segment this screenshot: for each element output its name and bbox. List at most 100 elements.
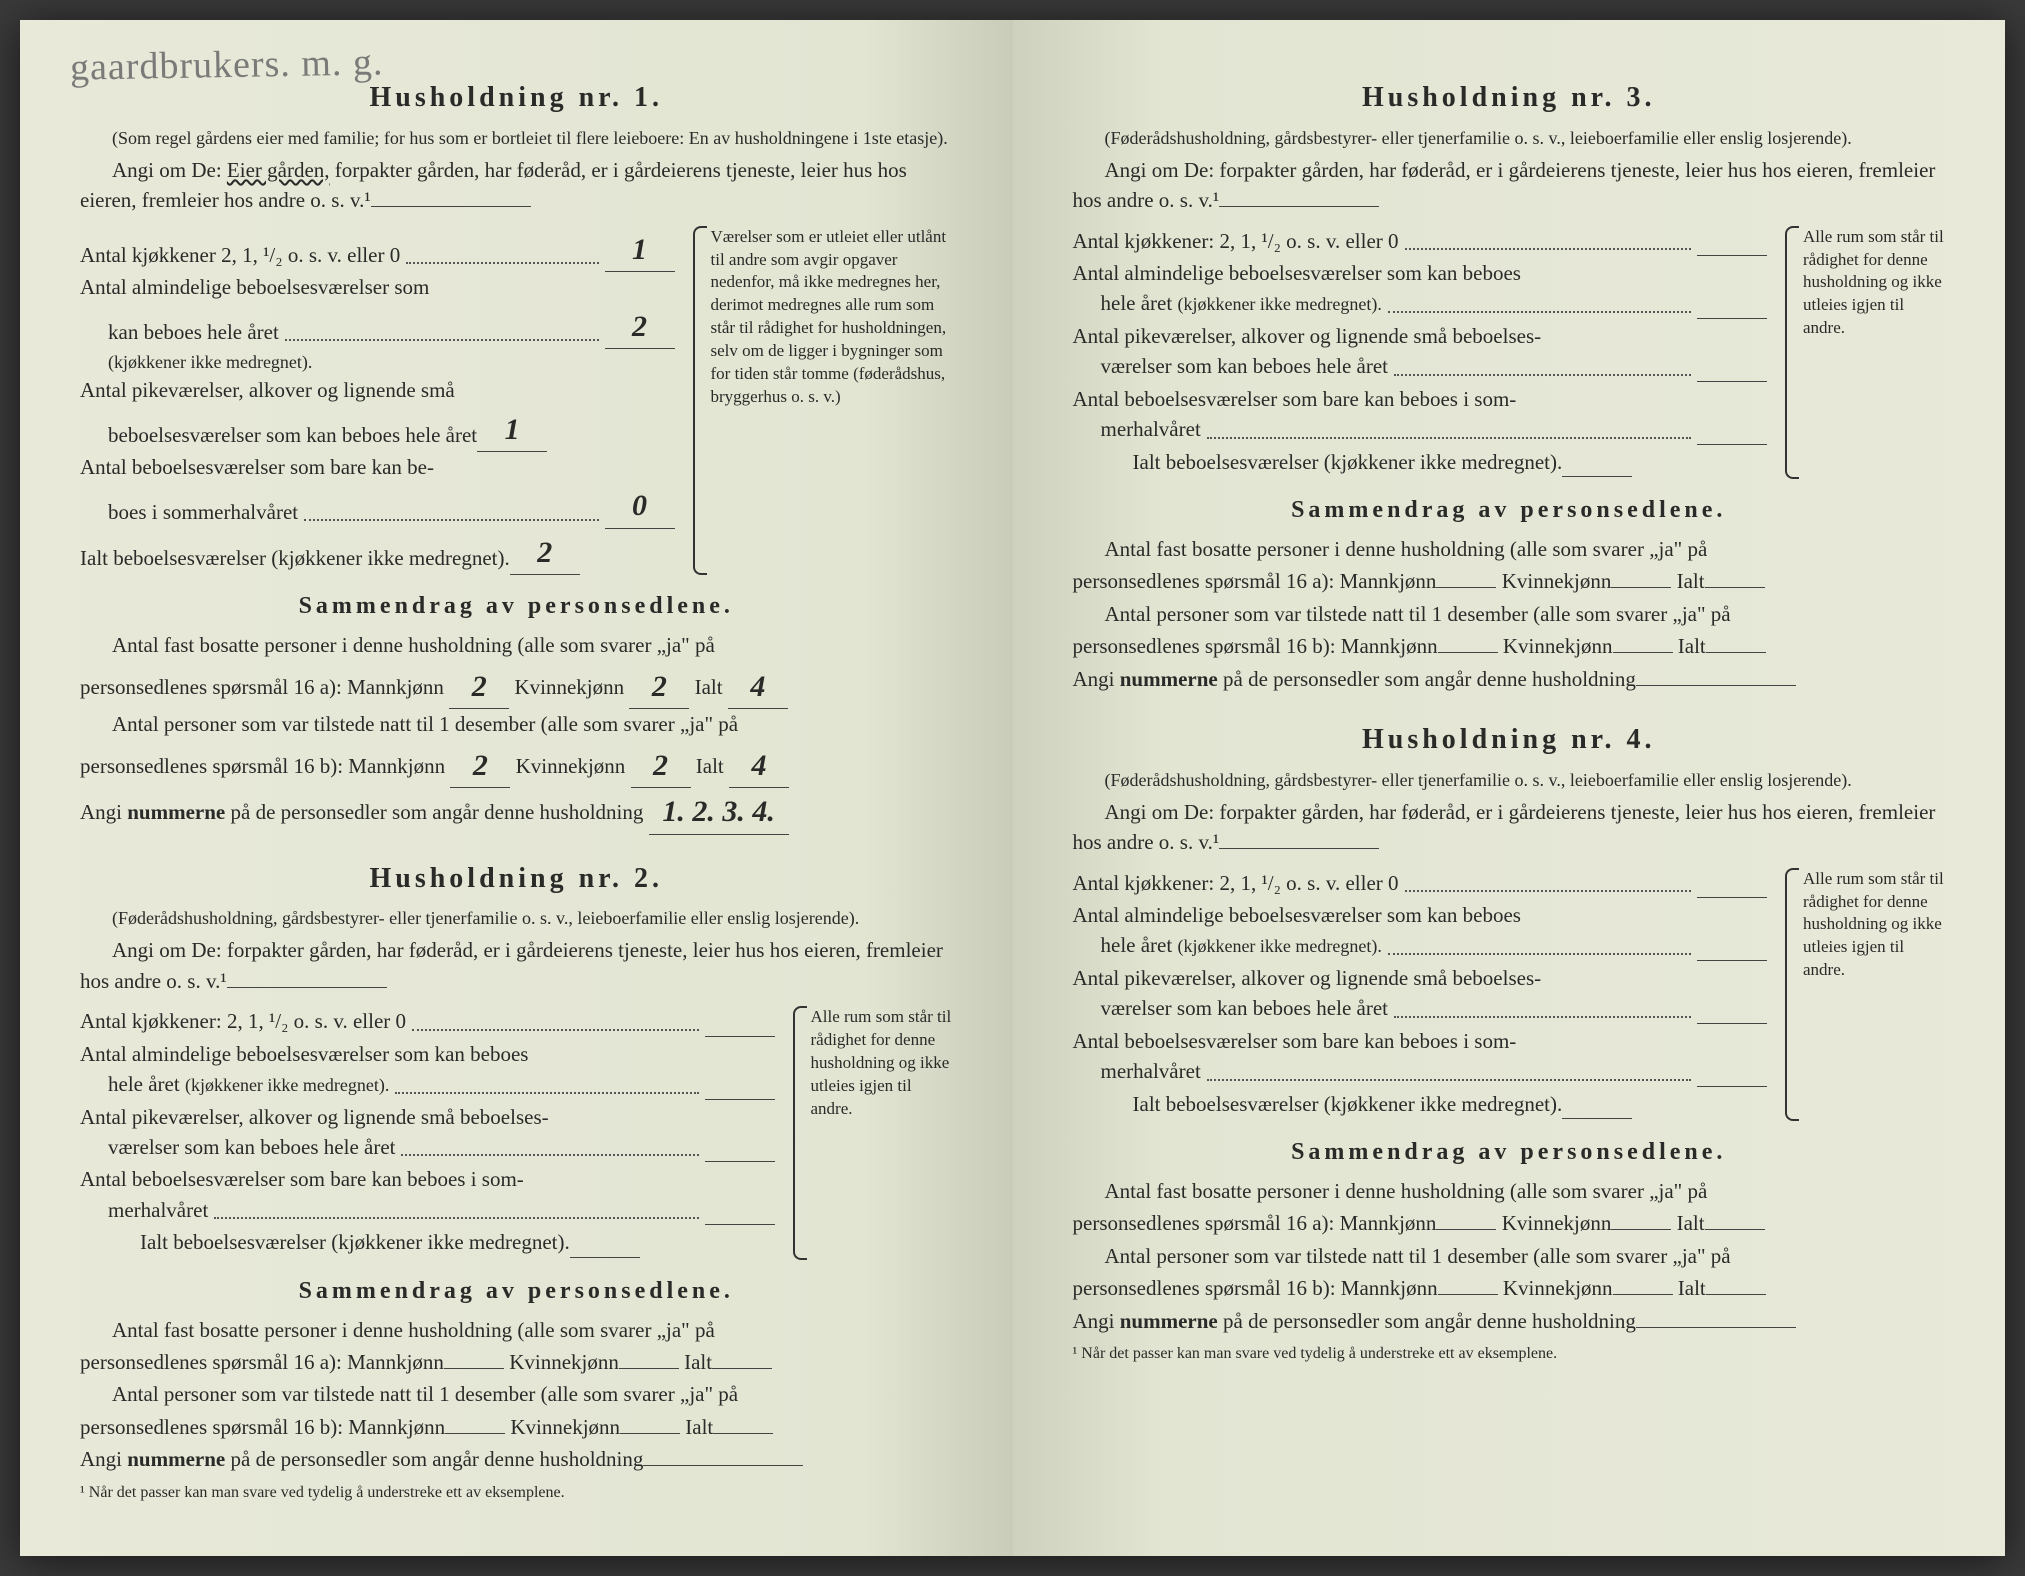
f [1436, 587, 1496, 588]
l: personsedlenes spørsmål 16 a): Mannkjønn [1073, 1211, 1437, 1235]
h2-angi: Angi om De: forpakter gården, har føderå… [80, 935, 953, 996]
side-text: Værelser som er utleiet eller utlånt til… [711, 227, 947, 407]
brace-icon [793, 1006, 807, 1260]
rooms-list: Antal kjøkkener: 2, 1, ¹/₂ o. s. v. elle… [1073, 226, 1768, 480]
f [1219, 206, 1379, 207]
s3-pre: Angi nummerne på de personsedler som ang… [80, 1447, 643, 1471]
handwritten-annotation: gaardbrukers. m. g. [70, 35, 384, 96]
t: Angi om De: forpakter gården, har føderå… [1073, 800, 1936, 854]
footnote-left: ¹ Når det passer kan man svare ved tydel… [80, 1481, 953, 1504]
right-page: Husholdning nr. 3. (Føderådshusholdning,… [1013, 20, 2006, 1556]
f [1438, 1294, 1498, 1295]
r3b: værelser som kan beboes hele året [108, 1132, 395, 1162]
r3b: værelser som kan beboes hele året [1101, 351, 1388, 381]
h4s1a: Antal fast bosatte personer i denne hush… [1073, 1176, 1946, 1206]
rooms-side-note: Alle rum som står til rådighet for denne… [793, 1006, 953, 1260]
t: Angi om De: forpakter gården, har føderå… [1073, 158, 1936, 212]
h4s2a: Antal personer som var tilstede natt til… [1073, 1241, 1946, 1271]
n: (kjøkkener ikke medregnet). [1177, 294, 1381, 314]
r5: Ialt beboelsesværelser (kjøkkener ikke m… [1133, 1089, 1563, 1119]
r2b-t: hele året [108, 1072, 180, 1096]
h1-rooms: Antal kjøkkener 2, 1, ¹/₂ o. s. v. eller… [80, 226, 953, 576]
r4v: 0 [605, 484, 675, 529]
fill [227, 987, 387, 988]
h4-note: (Føderådshusholdning, gårdsbestyrer- ell… [1073, 767, 1946, 793]
r3b: beboelsesværelser som kan beboes hele år… [108, 420, 477, 450]
r4b: merhalvåret [1101, 1056, 1201, 1086]
h3s1b: personsedlenes spørsmål 16 a): Mannkjønn… [1073, 566, 1946, 596]
f [1611, 587, 1671, 588]
r2a: Antal almindelige beboelsesværelser som … [1073, 258, 1768, 288]
footnote-right: ¹ Når det passer kan man svare ved tydel… [1073, 1342, 1946, 1365]
r4a: Antal beboelsesværelser som bare kan beb… [1073, 1026, 1768, 1056]
h3s2a: Antal personer som var tilstede natt til… [1073, 599, 1946, 629]
ialt2: Ialt [696, 754, 724, 778]
v [1562, 476, 1632, 477]
v [1697, 318, 1767, 319]
f [1436, 1229, 1496, 1230]
r2b: hele året (kjøkkener ikke medregnet). [1101, 288, 1382, 318]
h4-angi: Angi om De: forpakter gården, har føderå… [1073, 797, 1946, 858]
r2a: Antal almindelige beboelsesværelser som … [80, 1039, 775, 1069]
left-page: gaardbrukers. m. g. Husholdning nr. 1. (… [20, 20, 1013, 1556]
r2b: kan beboes hele året [108, 317, 279, 347]
f [1706, 652, 1766, 653]
h3s2b: personsedlenes spørsmål 16 b): Mannkjønn… [1073, 631, 1946, 661]
k1: 2 [629, 665, 689, 710]
h4s2b: personsedlenes spørsmål 16 b): Mannkjønn… [1073, 1273, 1946, 1303]
nums: 1. 2. 3. 4. [649, 790, 789, 835]
l: Ialt [685, 1415, 713, 1439]
f [620, 1433, 680, 1434]
l: personsedlenes spørsmål 16 b): Mannkjønn [1073, 1276, 1438, 1300]
r4b: boes i sommerhalvåret [108, 497, 298, 527]
r3b: værelser som kan beboes hele året [1101, 993, 1388, 1023]
v [1697, 960, 1767, 961]
n: (kjøkkener ikke medregnet). [1177, 936, 1381, 956]
f [619, 1368, 679, 1369]
s3-pre: Angi nummerne på de personsedler som ang… [1073, 1309, 1636, 1333]
side-text: Alle rum som står til rådighet for denne… [1803, 869, 1944, 980]
document-spread: gaardbrukers. m. g. Husholdning nr. 1. (… [20, 20, 2005, 1556]
h2s3: Angi nummerne på de personsedler som ang… [80, 1444, 953, 1474]
r5: Ialt beboelsesværelser (kjøkkener ikke m… [140, 1227, 570, 1257]
f [1219, 848, 1379, 849]
r2b: hele året (kjøkkener ikke medregnet). [108, 1069, 389, 1099]
s1b: personsedlenes spørsmål 16 a): Mannkjønn… [80, 663, 953, 708]
r4v [705, 1224, 775, 1225]
angi-pre: Angi om De: [112, 158, 227, 182]
r3v [705, 1161, 775, 1162]
rooms-side-note: Alle rum som står til rådighet for denne… [1785, 226, 1945, 480]
r3a: Antal pikeværelser, alkover og lignende … [1073, 963, 1768, 993]
h2-sum-title: Sammendrag av personsedlene. [80, 1274, 953, 1309]
s2b-label: personsedlenes spørsmål 16 b): Mannkjønn [80, 754, 445, 778]
f [444, 1368, 504, 1369]
l: Ialt [1678, 1276, 1706, 1300]
m1: 2 [449, 665, 509, 710]
r4a: Antal beboelsesværelser som bare kan beb… [1073, 384, 1768, 414]
h3-angi: Angi om De: forpakter gården, har føderå… [1073, 155, 1946, 216]
h3-rooms: Antal kjøkkener: 2, 1, ¹/₂ o. s. v. elle… [1073, 226, 1946, 480]
f [1705, 587, 1765, 588]
v [1697, 381, 1767, 382]
angi-underlined: Eier gården, [227, 158, 330, 182]
l: personsedlenes spørsmål 16 a): Mannkjønn [1073, 569, 1437, 593]
h1-angi: Angi om De: Eier gården, forpakter gårde… [80, 155, 953, 216]
f [1706, 1294, 1766, 1295]
r1: Antal kjøkkener: 2, 1, ¹/₂ o. s. v. elle… [1073, 868, 1399, 898]
r2a: Antal almindelige beboelsesværelser som [80, 272, 675, 302]
h4s1b: personsedlenes spørsmål 16 a): Mannkjønn… [1073, 1208, 1946, 1238]
l: Kvinnekjønn [1503, 634, 1613, 658]
h2-rooms: Antal kjøkkener: 2, 1, ¹/₂ o. s. v. elle… [80, 1006, 953, 1260]
r1v [705, 1036, 775, 1037]
i1: 4 [728, 665, 788, 710]
r1v: 1 [605, 228, 675, 273]
r2note: (kjøkkener ikke medregnet). [80, 349, 675, 375]
r4b: merhalvåret [108, 1195, 208, 1225]
v [1697, 897, 1767, 898]
l: Kvinnekjønn [509, 1350, 619, 1374]
v [1697, 444, 1767, 445]
s1b-label: personsedlenes spørsmål 16 a): Mannkjønn [80, 675, 444, 699]
h3s1a: Antal fast bosatte personer i denne hush… [1073, 534, 1946, 564]
h2-title: Husholdning nr. 2. [80, 859, 953, 900]
h3-note: (Føderådshusholdning, gårdsbestyrer- ell… [1073, 125, 1946, 151]
